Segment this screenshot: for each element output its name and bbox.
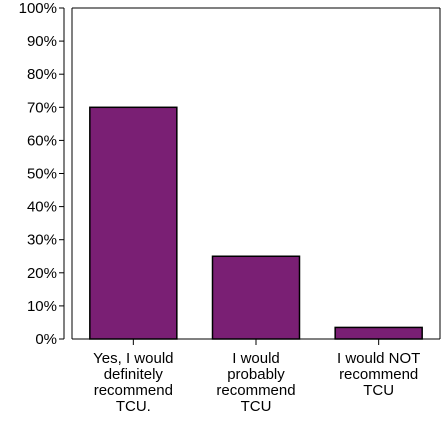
y-tick-label: 90% — [27, 33, 57, 50]
x-category-label-line: probably — [227, 366, 285, 383]
x-category-label: I would NOT recommend TCU — [337, 350, 420, 399]
x-category-label-line: TCU. — [116, 398, 151, 415]
x-category-label-line: I would NOT — [337, 350, 420, 367]
y-tick-label: 20% — [27, 265, 57, 282]
x-category-label: I would probably recommend TCU — [216, 350, 295, 415]
y-tick-label: 60% — [27, 132, 57, 149]
x-category-label: Yes, I would definitely recommend TCU. — [93, 350, 173, 415]
x-category-label-line: TCU — [241, 398, 272, 415]
bar — [334, 326, 423, 340]
bar — [89, 106, 178, 340]
y-axis: 0% 10% 20% 30% 40% 50% 60% 70% 80% 90% 100% — [19, 0, 65, 348]
y-tick-label: 30% — [27, 232, 57, 249]
y-tick-label: 70% — [27, 99, 57, 116]
plot-area — [71, 7, 441, 340]
y-tick-label: 100% — [19, 0, 57, 17]
y-tick-label: 50% — [27, 166, 57, 183]
y-tick-label: 0% — [35, 331, 57, 348]
x-category-label-line: TCU — [363, 382, 394, 399]
x-category-label-line: recommend — [94, 382, 173, 399]
x-axis: Yes, I would definitely recommend TCU.I wou… — [93, 339, 420, 415]
x-category-label-line: I would — [232, 350, 280, 367]
x-category-label-line: recommend — [339, 366, 418, 383]
x-category-label-line: definitely — [104, 366, 164, 383]
y-tick-label: 40% — [27, 199, 57, 216]
y-tick-label: 80% — [27, 66, 57, 83]
x-category-label-line: recommend — [216, 382, 295, 399]
x-category-label-line: Yes, I would — [93, 350, 173, 367]
bar — [211, 255, 301, 340]
y-tick-label: 10% — [27, 298, 57, 315]
